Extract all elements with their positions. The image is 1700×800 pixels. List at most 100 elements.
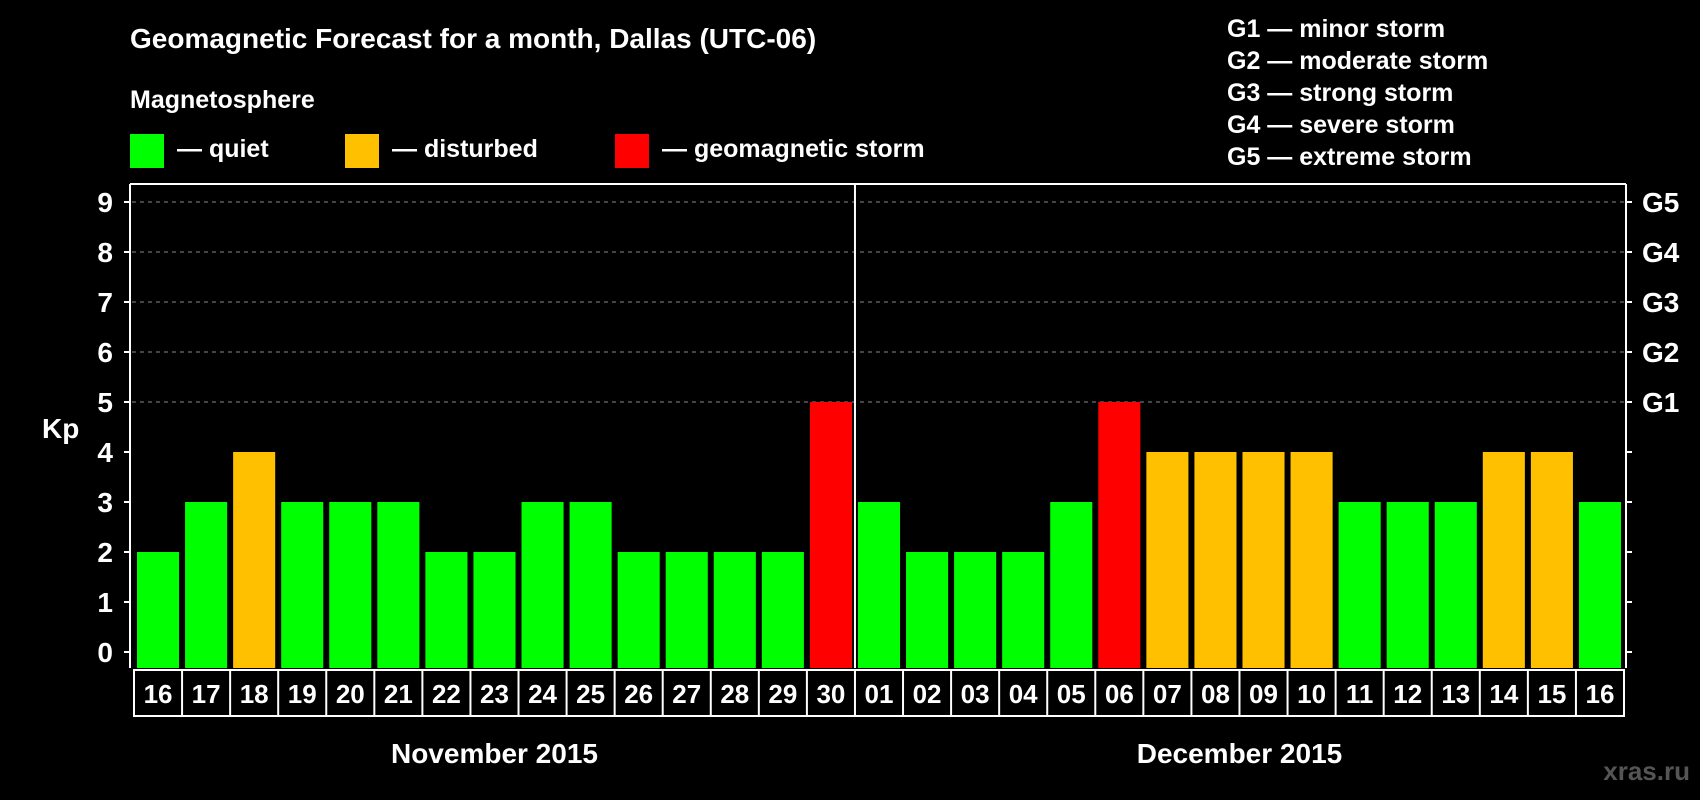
x-tick-label-7: 23 bbox=[480, 679, 509, 709]
bar-14 bbox=[809, 402, 852, 668]
storm-tick-label-2: G3 bbox=[1642, 287, 1679, 318]
x-label-frame bbox=[133, 669, 1625, 717]
x-tick-label-6: 22 bbox=[432, 679, 461, 709]
x-tick-label-25: 11 bbox=[1346, 679, 1374, 709]
x-tick-label-14: 30 bbox=[816, 679, 845, 709]
x-tick-label-11: 27 bbox=[672, 679, 701, 709]
x-tick-label-17: 03 bbox=[961, 679, 990, 709]
bar-21 bbox=[1146, 452, 1189, 668]
watermark: xras.ru bbox=[1603, 756, 1690, 786]
bar-28 bbox=[1482, 452, 1525, 668]
month-labels: November 2015 December 2015 bbox=[391, 738, 1342, 769]
x-tick-label-9: 25 bbox=[576, 679, 605, 709]
bar-1 bbox=[185, 502, 228, 668]
storm-scale-item-1: G2 — moderate storm bbox=[1227, 47, 1488, 75]
storm-scale-item-3: G4 — severe storm bbox=[1227, 111, 1455, 139]
x-tick-label-22: 08 bbox=[1201, 679, 1230, 709]
x-tick-label-21: 07 bbox=[1153, 679, 1182, 709]
bar-18 bbox=[1002, 552, 1045, 668]
month-label-0: November 2015 bbox=[391, 738, 598, 769]
bar-15 bbox=[857, 502, 901, 668]
bar-3 bbox=[281, 502, 324, 668]
y-tick-label-2: 2 bbox=[97, 537, 113, 568]
legend: — quiet — disturbed — geomagnetic storm bbox=[130, 134, 925, 168]
y-tick-label-6: 6 bbox=[97, 337, 113, 368]
bar-23 bbox=[1242, 452, 1285, 668]
y-ticks: 0 1 2 3 4 5 6 7 8 9 bbox=[97, 187, 130, 668]
bars bbox=[137, 402, 1621, 668]
y-tick-label-0: 0 bbox=[97, 637, 113, 668]
storm-tick-label-3: G4 bbox=[1642, 237, 1680, 268]
bar-8 bbox=[521, 502, 564, 668]
storm-scale-legend: G1 — minor storm G2 — moderate storm G3 — … bbox=[1227, 15, 1488, 171]
x-tick-label-1: 17 bbox=[192, 679, 221, 709]
legend-swatch-1 bbox=[345, 134, 379, 168]
legend-label-0: — quiet bbox=[177, 135, 269, 163]
x-tick-label-30: 16 bbox=[1586, 679, 1615, 709]
storm-tick-label-0: G1 bbox=[1642, 387, 1679, 418]
bar-29 bbox=[1530, 452, 1573, 668]
bar-10 bbox=[617, 552, 660, 668]
grid-lines bbox=[132, 201, 1624, 403]
bar-7 bbox=[473, 552, 516, 668]
bar-24 bbox=[1290, 452, 1333, 668]
bar-16 bbox=[906, 552, 949, 668]
bar-25 bbox=[1338, 502, 1381, 668]
chart-title: Geomagnetic Forecast for a month, Dallas… bbox=[130, 23, 816, 54]
bar-19 bbox=[1050, 502, 1093, 668]
x-tick-label-5: 21 bbox=[384, 679, 413, 709]
bar-27 bbox=[1434, 502, 1477, 668]
x-tick-label-15: 01 bbox=[865, 679, 894, 709]
axes bbox=[129, 183, 1627, 668]
x-tick-label-28: 14 bbox=[1489, 679, 1518, 709]
x-tick-label-27: 13 bbox=[1441, 679, 1470, 709]
x-tick-label-26: 12 bbox=[1393, 679, 1422, 709]
bar-6 bbox=[425, 552, 468, 668]
x-tick-label-24: 10 bbox=[1297, 679, 1326, 709]
bar-17 bbox=[954, 552, 997, 668]
bar-9 bbox=[569, 502, 612, 668]
x-tick-label-8: 24 bbox=[528, 679, 557, 709]
bar-5 bbox=[377, 502, 420, 668]
x-tick-label-23: 09 bbox=[1249, 679, 1278, 709]
bar-20 bbox=[1098, 402, 1141, 668]
storm-scale-item-2: G3 — strong storm bbox=[1227, 79, 1453, 107]
x-tick-label-18: 04 bbox=[1009, 679, 1038, 709]
y-tick-label-4: 4 bbox=[97, 437, 113, 468]
bar-11 bbox=[665, 552, 708, 668]
y-axis-label: Kp bbox=[42, 413, 79, 444]
y-tick-label-3: 3 bbox=[97, 487, 113, 518]
bar-0 bbox=[137, 552, 180, 668]
bar-2 bbox=[233, 452, 276, 668]
bar-22 bbox=[1194, 452, 1237, 668]
month-label-1: December 2015 bbox=[1137, 738, 1342, 769]
y-tick-label-7: 7 bbox=[97, 287, 113, 318]
x-tick-labels: 16 17 18 19 20 21 22 23 24 25 26 27 28 29 30 01 02 03 04 05… bbox=[133, 669, 1625, 717]
storm-ticks: G1 G2 G3 G4 G5 bbox=[1626, 187, 1680, 653]
legend-title: Magnetosphere bbox=[130, 86, 315, 114]
legend-swatch-2 bbox=[615, 134, 649, 168]
x-tick-label-13: 29 bbox=[768, 679, 797, 709]
bar-13 bbox=[761, 552, 804, 668]
x-tick-label-3: 19 bbox=[288, 679, 317, 709]
x-tick-label-12: 28 bbox=[720, 679, 749, 709]
bar-4 bbox=[329, 502, 372, 668]
bar-26 bbox=[1386, 502, 1429, 668]
bar-30 bbox=[1578, 502, 1621, 668]
y-tick-label-1: 1 bbox=[97, 587, 113, 618]
storm-scale-item-4: G5 — extreme storm bbox=[1227, 143, 1472, 171]
legend-label-2: — geomagnetic storm bbox=[662, 135, 925, 163]
storm-scale-item-0: G1 — minor storm bbox=[1227, 15, 1445, 43]
x-tick-label-10: 26 bbox=[624, 679, 653, 709]
storm-tick-label-1: G2 bbox=[1642, 337, 1679, 368]
y-tick-label-5: 5 bbox=[97, 387, 113, 418]
x-tick-label-16: 02 bbox=[913, 679, 942, 709]
x-tick-label-20: 06 bbox=[1105, 679, 1134, 709]
legend-label-1: — disturbed bbox=[392, 135, 538, 163]
y-tick-label-9: 9 bbox=[97, 187, 113, 218]
x-tick-label-19: 05 bbox=[1057, 679, 1086, 709]
storm-tick-label-4: G5 bbox=[1642, 187, 1679, 218]
y-tick-label-8: 8 bbox=[97, 237, 113, 268]
x-tick-label-2: 18 bbox=[240, 679, 269, 709]
